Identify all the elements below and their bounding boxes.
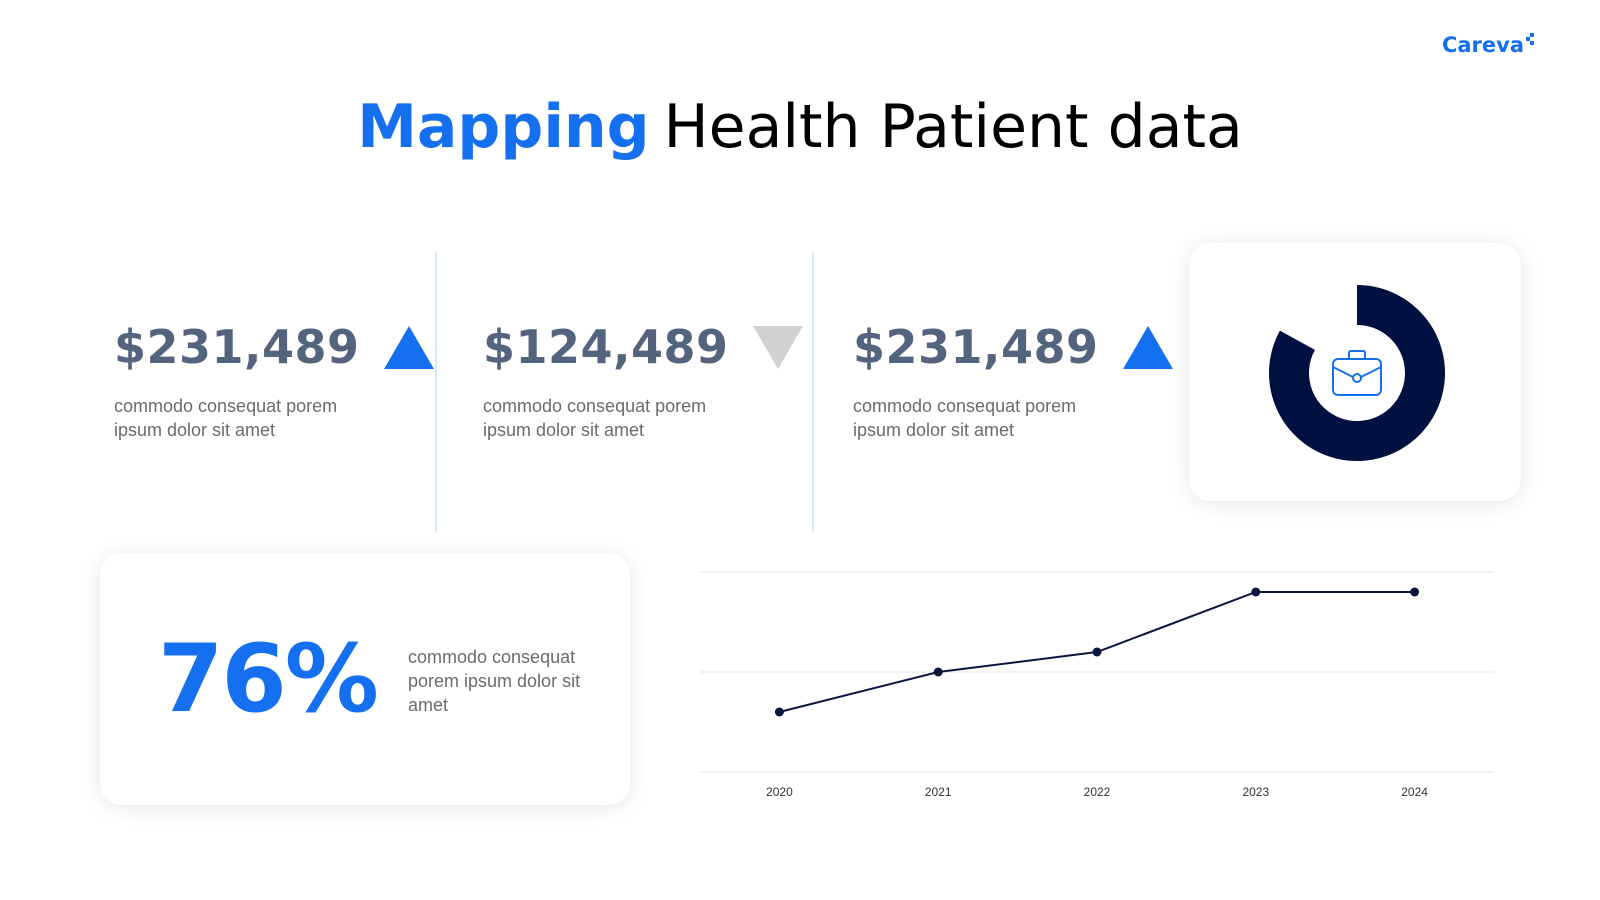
stat-value: $231,489: [114, 320, 360, 374]
donut-chart: [1269, 285, 1445, 461]
stat-value: $124,489: [483, 320, 729, 374]
data-point: [774, 707, 784, 717]
percentage-card: 76% commodo consequat porem ipsum dolor …: [100, 553, 630, 805]
trend-up-icon: [383, 325, 434, 369]
divider: [812, 252, 814, 532]
stat-block-2: $124,489 commodo consequat porem ipsum d…: [483, 320, 803, 442]
data-point: [1251, 587, 1261, 597]
percentage-description: commodo consequat porem ipsum dolor sit …: [408, 647, 581, 715]
x-tick-label: 2022: [1084, 785, 1111, 799]
percentage-value: 76%: [158, 625, 379, 734]
trend-down-icon: [752, 325, 803, 369]
line-chart-svg: 2020 2021 2022 2023 2024: [700, 571, 1494, 799]
divider: [435, 252, 437, 532]
x-tick-label: 2024: [1401, 785, 1428, 799]
line-chart: 2020 2021 2022 2023 2024: [694, 560, 1500, 805]
briefcase-icon: [1332, 350, 1382, 396]
brand-pixel-icon: [1526, 33, 1536, 47]
data-point: [1410, 587, 1420, 597]
stat-block-1: $231,489 commodo consequat porem ipsum d…: [114, 320, 434, 442]
stat-value: $231,489: [853, 320, 1099, 374]
donut-arc: [1269, 285, 1445, 461]
x-tick-label: 2020: [766, 785, 793, 799]
brand-logo: Careva: [1442, 33, 1536, 57]
title-accent: Mapping: [357, 92, 650, 162]
trend-up-icon: [1122, 325, 1173, 369]
brand-name: Careva: [1441, 33, 1524, 57]
data-point: [933, 667, 943, 677]
stat-description: commodo consequat porem ipsum dolor sit …: [483, 396, 707, 440]
data-point: [1092, 647, 1102, 657]
page-title: Mapping Health Patient data: [0, 92, 1600, 162]
stat-block-3: $231,489 commodo consequat porem ipsum d…: [853, 320, 1173, 442]
title-rest: Health Patient data: [663, 92, 1243, 162]
stat-description: commodo consequat porem ipsum dolor sit …: [853, 396, 1077, 440]
donut-card: [1189, 243, 1521, 501]
x-tick-label: 2023: [1242, 785, 1269, 799]
x-tick-label: 2021: [925, 785, 952, 799]
stat-description: commodo consequat porem ipsum dolor sit …: [114, 396, 338, 440]
